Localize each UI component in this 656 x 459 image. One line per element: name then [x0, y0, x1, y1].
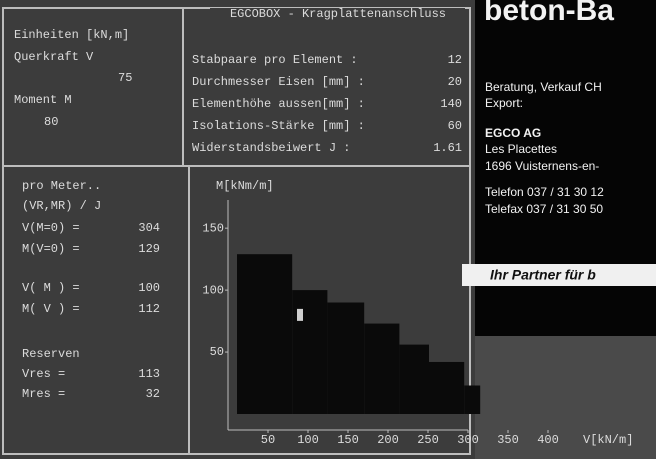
result-value: 304: [138, 221, 160, 235]
param-label: Durchmesser Eisen [mm] :: [192, 75, 365, 89]
ad-line: Telefax 037 / 31 30 50: [485, 202, 603, 216]
param-value: 1.61: [433, 141, 462, 155]
moment-label: Moment M: [14, 93, 72, 107]
window-title: EGCOBOX - Kragplattenanschluss: [230, 7, 446, 21]
result-label: V( M ) =: [22, 281, 80, 295]
shear-label: Querkraft V: [14, 50, 94, 64]
param-value: 12: [448, 53, 462, 67]
step-bar: [327, 303, 364, 415]
ad-line: 1696 Vuisternens-en-: [485, 159, 599, 173]
param-label: Widerstandsbeiwert J :: [192, 141, 350, 155]
result-label: M( V ) =: [22, 302, 80, 316]
reserves-title: Reserven: [22, 347, 80, 361]
units-label: Einheiten [kN,m]: [14, 28, 129, 42]
x-tick-label: 50: [261, 433, 275, 447]
x-tick-label: 350: [497, 433, 519, 447]
y-tick-label: 100: [202, 283, 224, 297]
result-value: 129: [138, 242, 160, 256]
x-tick-label: 250: [417, 433, 439, 447]
param-value: 20: [448, 75, 462, 89]
state-point: [297, 309, 303, 321]
ad-line: Telefon 037 / 31 30 12: [485, 185, 604, 199]
shear-value: 75: [118, 71, 132, 85]
reserve-value: 32: [146, 387, 160, 401]
ad-line: Les Placettes: [485, 142, 557, 156]
x-tick-label: 300: [457, 433, 479, 447]
result-value: 100: [138, 281, 160, 295]
param-value: 60: [448, 119, 462, 133]
step-bar: [292, 290, 327, 414]
screen: EGCOBOX - Kragplattenanschluss Einheiten…: [0, 0, 656, 459]
step-bar: [429, 362, 464, 414]
ad-line: EGCO AG: [485, 126, 541, 140]
param-value: 140: [440, 97, 462, 111]
ad-line: Beratung, Verkauf CH: [485, 80, 602, 94]
y-tick-label: 150: [202, 221, 224, 235]
step-bar: [399, 345, 429, 414]
result-label: V(M=0) =: [22, 221, 80, 235]
step-bar: [364, 324, 399, 414]
x-tick-label: 150: [337, 433, 359, 447]
moment-value: 80: [44, 115, 58, 129]
x-tick-label: 100: [297, 433, 319, 447]
reserve-label: Mres =: [22, 387, 65, 401]
y-axis-label: M[kNm/m]: [216, 179, 274, 193]
y-tick-label: 50: [210, 345, 224, 359]
param-label: Isolations-Stärke [mm] :: [192, 119, 365, 133]
ad-heading: beton-Ba: [484, 0, 614, 27]
results-header: pro Meter..: [22, 179, 101, 193]
result-label: M(V=0) =: [22, 242, 80, 256]
ad-line: Export:: [485, 96, 523, 110]
x-axis-label: V[kN/m]: [583, 433, 633, 447]
results-header: (VR,MR) / J: [22, 199, 101, 213]
step-bar: [464, 386, 480, 414]
reserve-label: Vres =: [22, 367, 65, 381]
step-bar: [237, 254, 292, 414]
ad-slogan: Ihr Partner für b: [490, 267, 596, 283]
param-label: Elementhöhe aussen[mm] :: [192, 97, 365, 111]
x-tick-label: 400: [537, 433, 559, 447]
result-value: 112: [138, 302, 160, 316]
x-tick-label: 200: [377, 433, 399, 447]
param-label: Stabpaare pro Element :: [192, 53, 358, 67]
reserve-value: 113: [138, 367, 160, 381]
